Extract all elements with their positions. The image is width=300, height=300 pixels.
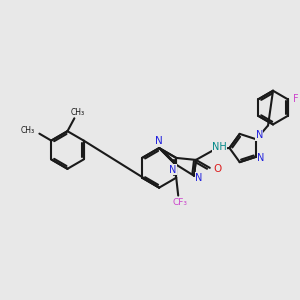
Text: N: N: [169, 165, 177, 175]
Text: O: O: [214, 164, 222, 174]
Text: N: N: [257, 153, 265, 163]
Text: N: N: [155, 136, 163, 146]
Text: CH₃: CH₃: [70, 108, 84, 117]
Text: N: N: [195, 173, 203, 183]
Text: F: F: [292, 94, 298, 104]
Text: N: N: [256, 130, 263, 140]
Text: CH₃: CH₃: [20, 126, 34, 135]
Text: NH: NH: [212, 142, 227, 152]
Text: CF₃: CF₃: [173, 198, 188, 207]
